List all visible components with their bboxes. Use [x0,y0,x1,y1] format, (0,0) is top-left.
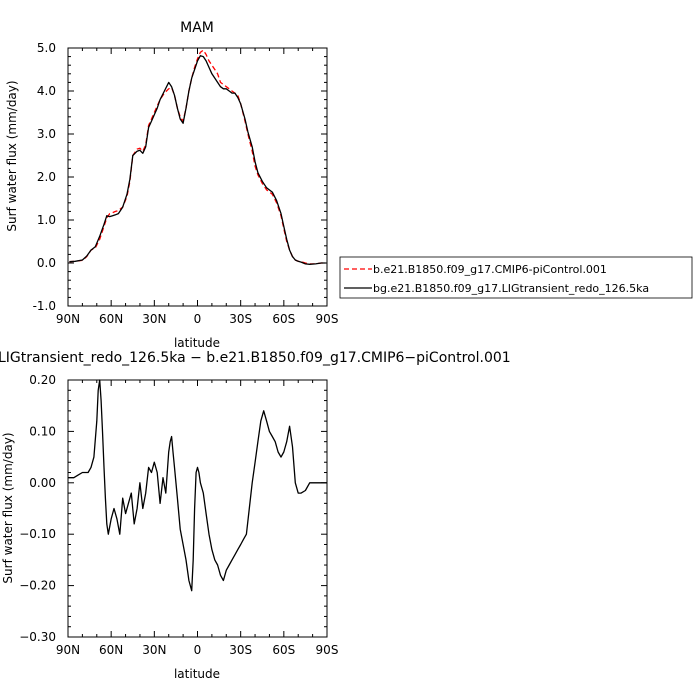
top-panel-y-tick-label: 3.0 [37,127,56,141]
bottom-panel-y-tick-label: −0.20 [19,579,56,593]
bottom-panel-x-tick-label: 90N [56,643,80,657]
bottom-panel-lines [68,379,327,592]
bottom-panel-x-axis-label: latitude [174,667,220,681]
bottom-panel-x-tick-label: 90S [316,643,339,657]
top-panel-y-tick-label: 1.0 [37,213,56,227]
legend-label-lig: bg.e21.B1850.f09_g17.LIGtransient_redo_1… [373,282,649,295]
top-panel-ticks: 90N 60N 30N 0 30S 60S 90S -1.0 0.0 1.0 2.0 3.0 4.0 5.… [33,41,339,326]
top-panel-y-tick-label: 0.0 [37,256,56,270]
top-panel-series-line-0 [69,49,326,265]
legend-box [339,256,693,299]
bottom-panel-y-tick-label: 0.10 [29,424,56,438]
top-panel-series-line-1 [69,55,326,265]
top-panel-x-tick-label: 60S [272,312,295,326]
top-panel-x-tick-label: 60N [99,312,123,326]
top-panel: MAM Surf water flux (mm/day) latitude 90… [5,20,338,350]
top-panel-x-tick-label: 30N [142,312,166,326]
top-panel-lines [69,49,326,265]
top-panel-y-axis-label: Surf water flux (mm/day) [5,80,19,231]
bottom-panel-x-tick-label: 60S [272,643,295,657]
top-panel-plot-frame [67,47,328,307]
bottom-panel-title: LIGtransient_redo_126.5ka − b.e21.B1850.… [0,350,511,366]
bottom-panel-series-line-0 [68,379,327,592]
top-panel-x-tick-label: 30S [229,312,252,326]
top-panel-y-tick-label: 4.0 [37,84,56,98]
top-panel-title: MAM [180,20,214,36]
bottom-panel-x-tick-label: 0 [194,643,202,657]
top-panel-x-axis-label: latitude [174,336,220,350]
bottom-panel-y-tick-label: −0.30 [19,630,56,644]
bottom-panel-y-tick-label: −0.10 [19,527,56,541]
bottom-panel-x-tick-label: 30S [229,643,252,657]
top-panel-y-tick-label: -1.0 [33,299,56,313]
bottom-panel: LIGtransient_redo_126.5ka − b.e21.B1850.… [0,350,511,681]
top-panel-x-tick-label: 90N [56,312,80,326]
top-panel-y-tick-label: 5.0 [37,41,56,55]
bottom-panel-plot-frame [67,379,328,638]
bottom-panel-y-tick-label: 0.20 [29,373,56,387]
legend-label-control: b.e21.B1850.f09_g17.CMIP6-piControl.001 [373,263,607,276]
top-panel-x-tick-label: 90S [316,312,339,326]
bottom-panel-x-tick-label: 60N [99,643,123,657]
legend: b.e21.B1850.f09_g17.CMIP6-piControl.001 … [339,256,693,299]
bottom-panel-y-tick-label: 0.00 [29,476,56,490]
bottom-panel-ticks: 90N 60N 30N 0 30S 60S 90S −0.30 −0.20 −0.10 0.00 0.… [19,373,338,657]
bottom-panel-x-tick-label: 30N [142,643,166,657]
top-panel-y-tick-label: 2.0 [37,170,56,184]
top-panel-x-tick-label: 0 [194,312,202,326]
bottom-panel-y-axis-label: Surf water flux (mm/day) [1,432,15,583]
